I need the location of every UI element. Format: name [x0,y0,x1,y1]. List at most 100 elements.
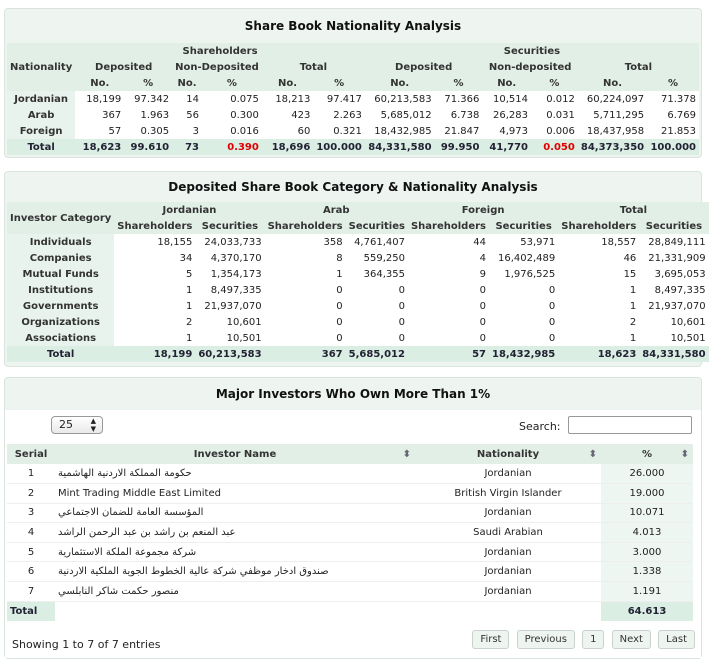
cell-value: 99.950 [434,139,483,155]
cell-value: 10,501 [670,332,706,344]
serial-cell: 7 [7,581,55,602]
cell-value: 5,711,295 [593,109,645,121]
cell-value: 1,354,173 [210,268,262,280]
cell-value: 21,937,070 [648,300,706,312]
col-shareholders: Shareholders [264,218,346,234]
cell-value: 0 [479,300,486,312]
previous-page-button[interactable]: Previous [516,630,575,649]
cell-value: 10,514 [493,93,529,105]
table-row: 7 منصور حكمت شاكر النابلسي Jordanian 1.191 [7,581,693,602]
header-securities: Securities [364,43,699,59]
cell-value: 6.738 [450,109,480,121]
cell-value: 18,623 [75,139,125,155]
cell-value: 18,199 [86,93,122,105]
row-label: Institutions [7,282,115,298]
cell-value: 0.016 [230,125,259,137]
cell-value: 0 [548,332,556,344]
cell-value: 4,761,407 [354,236,405,248]
cell-value: 60,224,097 [586,93,645,105]
page-size-value: 25 [59,418,73,431]
cell-value: 0 [398,284,405,296]
total-label: Total [7,601,55,621]
investor-name-cell: حكومة المملكة الاردنية الهاشمية [55,464,415,485]
col-percent-label: % [641,448,653,460]
col-no: No. [261,75,314,91]
cell-value: 71.378 [661,93,696,105]
next-page-button[interactable]: Next [611,630,651,649]
page-1-button[interactable]: 1 [582,630,605,649]
col-shareholders: Shareholders [558,218,640,234]
cell-value: 18,696 [261,139,314,155]
serial-cell: 6 [7,561,55,583]
cell-value: 60,213,583 [195,346,265,362]
total-row: Total 18,199 60,213,583 367 5,685,012 57 18,43… [7,346,709,362]
col-investor-category: Investor Category [7,202,115,234]
table-row: Companies 34 4,370,170 8 559,250 4 16,402,489 4… [7,250,709,266]
cell-value: 0.031 [546,109,575,121]
sort-icon: ⬍ [402,448,411,460]
total-row: Total 18,623 99.610 73 0.390 18,696 100.000 84,… [7,139,699,155]
cell-value: 0 [336,316,343,328]
table-row: 3 المؤسسة العامة للضمان الاجتماعي Jordania… [7,503,693,524]
cell-value: 1 [185,300,193,312]
col-serial[interactable]: Serial [7,444,55,464]
cell-value: 4,370,170 [210,252,262,264]
sort-icon: ⬍ [588,448,597,460]
cell-value: 28,849,111 [648,236,706,248]
cell-value: 2 [185,316,193,328]
last-page-button[interactable]: Last [658,630,695,649]
cell-value: 5,685,012 [345,346,408,362]
cell-value: 18,437,958 [586,125,645,137]
cell-value: 423 [291,109,311,121]
col-investor-name[interactable]: Investor Name ⬍ [55,444,415,464]
cell-value: 0.050 [531,139,578,155]
cell-value: 84,331,580 [639,346,709,362]
nationality-cell: Jordanian [415,542,601,563]
cell-value: 18,557 [601,236,637,248]
cell-value: 57 [407,346,489,362]
cell-value: 21.847 [444,125,480,137]
serial-cell: 4 [7,522,55,543]
row-label: Individuals [7,234,115,250]
row-label: Governments [7,298,115,314]
col-percent[interactable]: % ⬍ [601,444,693,464]
cell-value: 21,331,909 [648,252,706,264]
cell-value: 21,937,070 [204,300,262,312]
nationality-cell: Jordanian [415,581,601,602]
cell-value: 0 [479,284,486,296]
percent-cell: 4.013 [601,522,693,543]
category-title: Deposited Share Book Category & National… [168,180,538,194]
cell-value: 1 [629,284,637,296]
cell-value: 24,033,733 [204,236,262,248]
cell-value: 0.321 [333,125,362,137]
cell-value: 0.390 [202,139,262,155]
category-table: Investor Category Jordanian Arab Foreign… [7,202,709,362]
cell-value: 18,155 [157,236,193,248]
cell-value: 5 [185,268,193,280]
cell-value: 0.075 [230,93,259,105]
col-nationality[interactable]: Nationality ⬍ [415,444,601,464]
investors-title: Major Investors Who Own More Than 1% [215,387,491,401]
serial-cell: 5 [7,542,55,563]
search-input[interactable] [568,416,692,434]
cell-value: 1 [629,332,637,344]
header-sec-deposited: Deposited [364,59,483,75]
page-size-select[interactable]: 25 ▲ ▼ [51,416,103,434]
cell-value: 10,501 [226,332,262,344]
cell-value: 18,432,985 [374,125,432,137]
col-pct: % [434,75,483,91]
cell-value: 1 [185,332,193,344]
cell-value: 16,402,489 [498,252,556,264]
table-row: 6 صندوق ادخار موظفي شركة عالية الخطوط الج… [7,561,693,583]
col-no: No. [482,75,532,91]
nationality-cell: Jordanian [415,561,601,583]
percent-cell: 1.191 [601,581,693,602]
cell-value: 0 [479,316,486,328]
table-row: Foreign 57 0.305 3 0.016 60 0.321 18,432,985 21.… [7,123,699,139]
table-row: 1 حكومة المملكة الاردنية الهاشمية Jordania… [7,464,693,485]
investors-total-row: Total 64.613 [7,601,693,621]
header-jordanian: Jordanian [114,202,265,218]
first-page-button[interactable]: First [472,630,510,649]
col-investor-name-label: Investor Name [193,448,277,460]
header-shareholders: Shareholders [75,43,365,59]
